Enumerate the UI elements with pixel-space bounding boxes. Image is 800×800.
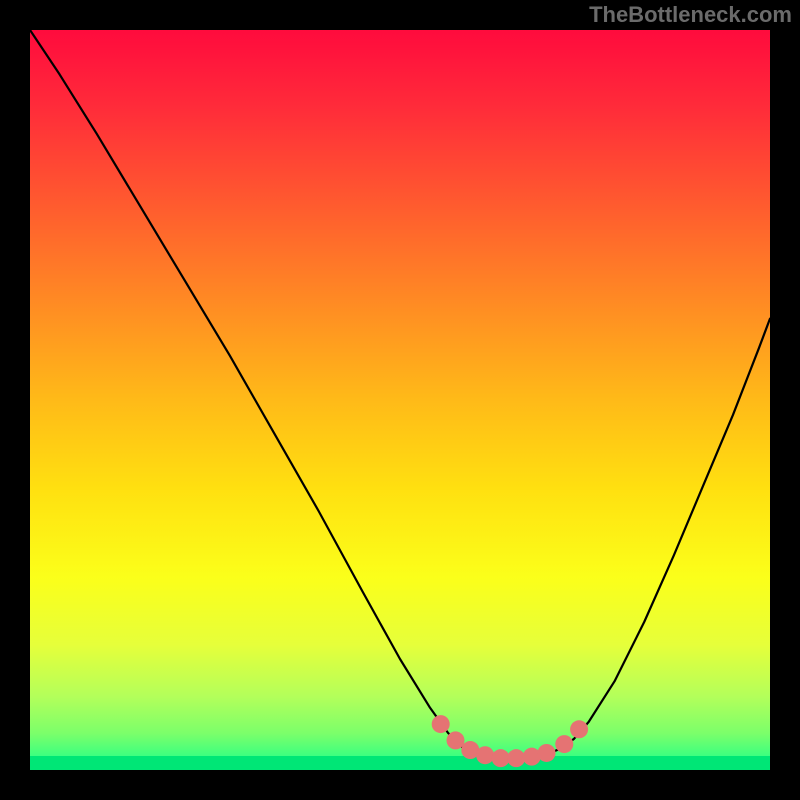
optimal-dot [447,731,465,749]
optimal-dot [492,749,510,767]
optimal-dot [570,720,588,738]
optimal-dot [538,744,556,762]
bottleneck-chart [0,0,800,800]
bottom-green-band [30,756,770,770]
optimal-dot [476,746,494,764]
chart-frame: TheBottleneck.com [0,0,800,800]
optimal-dot [432,715,450,733]
optimal-dot [507,749,525,767]
optimal-dot [555,735,573,753]
watermark-text: TheBottleneck.com [589,2,792,28]
